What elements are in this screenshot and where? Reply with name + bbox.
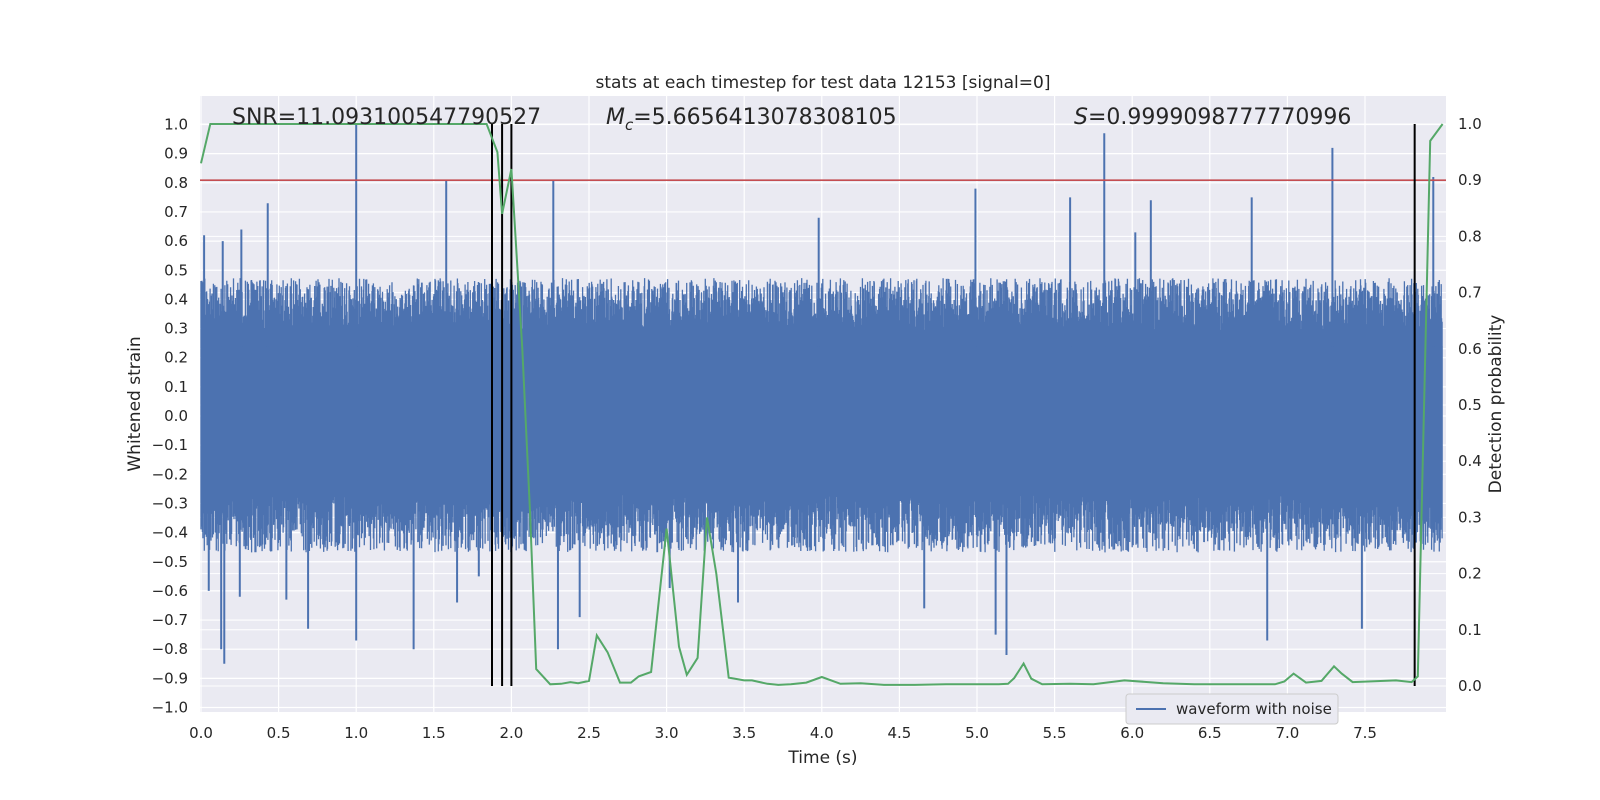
x-tick-label: 4.5 [887,724,911,742]
snr-annotation: SNR=11.093100547790527 [232,105,541,130]
waveform-with-noise [200,124,1443,664]
x-tick-label: 7.5 [1353,724,1377,742]
mc-value: =5.6656413078308105 [633,105,896,130]
x-tick-label: 0.0 [189,724,213,742]
overlays [200,123,1446,686]
y2-tick-label: 0.9 [1458,171,1482,189]
y2-axis-ticks: 1.0 0.9 0.8 0.7 0.6 0.5 0.4 0.3 0.2 0.1 0.0 [1458,115,1482,695]
x-tick-label: 1.0 [344,724,368,742]
y-tick-label: 0.0 [164,407,188,425]
y2-tick-label: 0.7 [1458,284,1482,302]
y2-tick-label: 0.4 [1458,452,1482,470]
waveform-core [201,346,1443,481]
x-tick-label: 0.5 [267,724,291,742]
y-axis-label: Whitened strain [125,336,145,471]
x-tick-label: 7.0 [1275,724,1299,742]
x-tick-label: 4.0 [810,724,834,742]
x-tick-label: 6.5 [1198,724,1222,742]
x-tick-label: 5.0 [965,724,989,742]
x-tick-label: 5.5 [1043,724,1067,742]
mc-subscript: c [625,116,634,134]
y-tick-label: 1.0 [164,116,188,134]
y-tick-label: −0.9 [152,669,188,687]
x-axis-ticks: 0.0 0.5 1.0 1.5 2.0 2.5 3.0 3.5 4.0 4.5 5.0 5.5 6.0 6… [189,724,1377,742]
x-axis-label: Time (s) [787,748,857,768]
y-tick-label: −0.1 [152,436,188,454]
y-tick-label: −0.3 [152,494,188,512]
detection-probability-line [200,123,1444,686]
x-tick-label: 2.0 [499,724,523,742]
y-tick-label: −0.5 [152,553,188,571]
y-tick-label: −0.6 [152,582,188,600]
legend-box [1125,693,1339,725]
y-tick-label: 0.7 [164,203,188,221]
y-tick-label: 0.4 [164,290,188,308]
x-tick-label: 3.5 [732,724,756,742]
y2-tick-label: 0.1 [1458,621,1482,639]
y-tick-label: 0.2 [164,349,188,367]
y-axis-ticks: 1.0 0.9 0.8 0.7 0.6 0.5 0.4 0.3 0.2 0.1 0.0 −0.1 −0.… [152,116,188,717]
s-value: =0.9999098777770996 [1088,105,1351,130]
mc-symbol: M [606,105,625,130]
y2-tick-label: 0.0 [1458,677,1482,695]
y-tick-label: 0.1 [164,378,188,396]
y2-tick-label: 0.3 [1458,508,1482,526]
y-tick-label: 0.3 [164,320,188,338]
y-tick-label: 0.8 [164,174,188,192]
x-tick-label: 6.0 [1120,724,1144,742]
x-tick-label: 1.5 [422,724,446,742]
y2-tick-label: 0.6 [1458,340,1482,358]
y2-axis-label: Detection probability [1486,315,1506,494]
legend: waveform with noise [1125,693,1339,725]
x-tick-label: 3.0 [655,724,679,742]
y-tick-label: −0.8 [152,640,188,658]
y-tick-label: −0.4 [152,524,188,542]
chirp-mass-annotation: Mc=5.6656413078308105 [606,105,897,134]
y2-tick-label: 0.5 [1458,396,1482,414]
y-tick-label: 0.9 [164,145,188,163]
y-tick-label: −1.0 [152,699,188,717]
legend-label-waveform: waveform with noise [1176,700,1332,718]
y2-tick-label: 1.0 [1458,115,1482,133]
s-symbol: S [1074,105,1088,130]
chart-title: stats at each timestep for test data 121… [596,73,1051,93]
y-tick-label: −0.7 [152,611,188,629]
y-tick-label: 0.5 [164,261,188,279]
y2-tick-label: 0.8 [1458,227,1482,245]
x-tick-label: 2.5 [577,724,601,742]
y-tick-label: 0.6 [164,232,188,250]
y2-tick-label: 0.2 [1458,565,1482,583]
y-tick-label: −0.2 [152,465,188,483]
score-annotation: S=0.9999098777770996 [1074,105,1351,130]
